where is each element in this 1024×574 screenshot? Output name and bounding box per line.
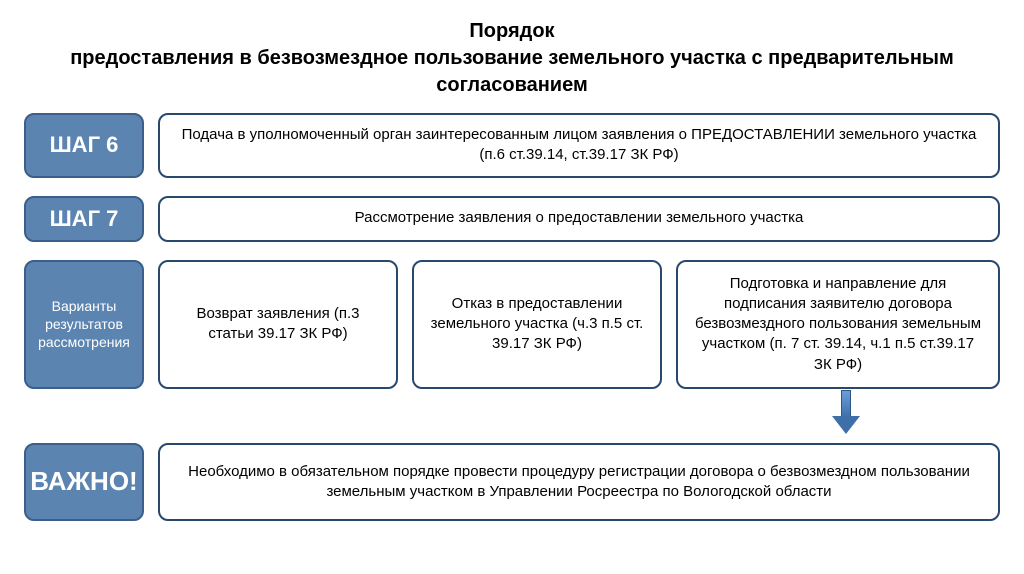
title-line1: Порядок предоставления в безвозмездное п… <box>70 20 954 96</box>
important-row: ВАЖНО! Необходимо в обязательном порядке… <box>24 443 1000 521</box>
options-label: Варианты результатов рассмотрения <box>24 260 144 389</box>
options-row: Варианты результатов рассмотрения Возвра… <box>24 260 1000 389</box>
page-title: Порядок предоставления в безвозмездное п… <box>24 18 1000 99</box>
step-7-label: ШАГ 7 <box>24 196 144 242</box>
arrow-down-icon <box>832 390 860 436</box>
option-return: Возврат заявления (п.3 статьи 39.17 ЗК Р… <box>158 260 398 389</box>
option-refuse: Отказ в предоставлении земельного участк… <box>412 260 662 389</box>
step-6-content: Подача в уполномоченный орган заинтересо… <box>158 113 1000 178</box>
step-7-row: ШАГ 7 Рассмотрение заявления о предостав… <box>24 196 1000 242</box>
options-group: Возврат заявления (п.3 статьи 39.17 ЗК Р… <box>158 260 1000 389</box>
option-prepare-contract: Подготовка и направление для подписания … <box>676 260 1000 389</box>
important-label: ВАЖНО! <box>24 443 144 521</box>
important-content: Необходимо в обязательном порядке провес… <box>158 443 1000 521</box>
step-6-label: ШАГ 6 <box>24 113 144 178</box>
step-6-row: ШАГ 6 Подача в уполномоченный орган заин… <box>24 113 1000 178</box>
step-7-content: Рассмотрение заявления о предоставлении … <box>158 196 1000 242</box>
